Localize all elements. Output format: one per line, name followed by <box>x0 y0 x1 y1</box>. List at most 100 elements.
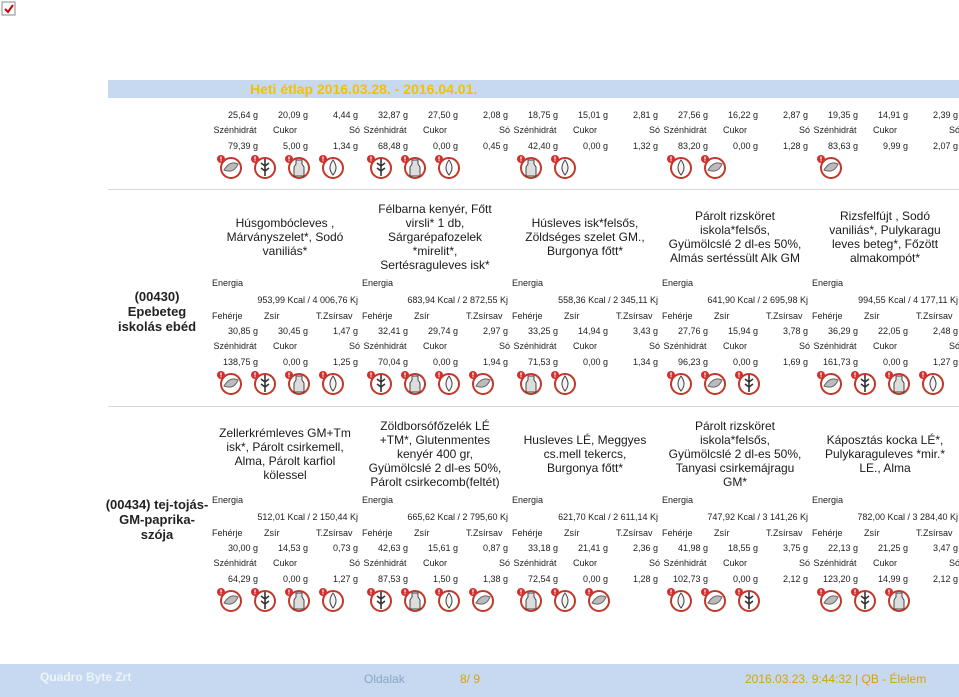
nutrient-value: 32,41 g <box>377 326 408 336</box>
nutrient-value: 1,69 g <box>782 357 808 367</box>
nutrient-label: Szénhidrát <box>363 341 407 351</box>
nutrient-value: 33,25 g <box>527 326 558 336</box>
nutrient-value: 19,35 g <box>827 110 858 120</box>
nutrient-value: 25,64 g <box>227 110 258 120</box>
allergen-icon <box>435 371 460 395</box>
menu-name: (00430) Epebeteg iskolás ebéd <box>117 289 197 334</box>
nutrient-label: Só <box>498 125 510 135</box>
nutrient-value: 2,36 g <box>632 543 658 553</box>
allergen-icon <box>435 155 460 179</box>
nutrient-value: 0,45 g <box>482 141 508 151</box>
nutrient-label: Energia <box>812 278 844 288</box>
nutrient-label: Só <box>798 125 810 135</box>
nutrient-value: 41,98 g <box>677 543 708 553</box>
allergen-icon <box>585 588 610 612</box>
nutrient-label: T.Zsírsav <box>616 311 653 321</box>
nutrient-value: 22,05 g <box>877 326 908 336</box>
nutrient-value: 14,53 g <box>277 543 308 553</box>
nutrient-value: 0,73 g <box>332 543 358 553</box>
energy-value: 953,99 Kcal / 4 006,76 Kj <box>257 295 358 305</box>
nutrient-label: Szénhidrát <box>663 125 707 135</box>
dish: Zöldborsófőzelék LÉ +TM*, Glutenmentes k… <box>368 419 502 489</box>
nutrient-value: 33,18 g <box>527 543 558 553</box>
nutrient-label: Só <box>498 341 510 351</box>
nutrient-label: Fehérje <box>512 528 543 538</box>
allergen-icon <box>319 371 344 395</box>
footer-timestamp: 2016.03.23. 9:44:32 | QB - Élelem <box>745 672 927 686</box>
nutrient-value: 27,50 g <box>427 110 458 120</box>
nutrient-label: Szénhidrát <box>663 558 707 568</box>
nutrient-value: 1,47 g <box>332 326 358 336</box>
allergen-icon <box>817 371 842 395</box>
nutrient-value: 0,87 g <box>482 543 508 553</box>
energy-value: 558,36 Kcal / 2 345,11 Kj <box>558 295 658 305</box>
allergen-icon <box>885 371 910 395</box>
nutrient-label: T.Zsírsav <box>766 311 803 321</box>
nutrient-label: Energia <box>812 495 844 505</box>
dish: Húsleves isk*felsős, Zöldséges szelet GM… <box>525 216 645 258</box>
nutrient-value: 42,40 g <box>527 141 558 151</box>
nutrient-label: Cukor <box>722 341 747 351</box>
allergen-icon <box>469 588 494 612</box>
energy-value: 782,00 Kcal / 3 284,40 Kj <box>857 512 958 522</box>
allergen-icon <box>401 155 426 179</box>
nutrient-label: Zsír <box>864 311 880 321</box>
nutrient-label: Só <box>348 125 360 135</box>
nutrient-label: Só <box>648 341 660 351</box>
nutrient-label: Cukor <box>872 341 897 351</box>
nutrient-value: 1,28 g <box>782 141 808 151</box>
nutrient-label: Só <box>648 125 660 135</box>
nutrient-value: 1,34 g <box>632 357 658 367</box>
nutrient-label: T.Zsírsav <box>466 311 503 321</box>
dish: Párolt rizsköret iskola*felsős, Gyümölcs… <box>668 209 802 265</box>
footer-bar <box>0 664 959 697</box>
nutrient-label: Só <box>948 341 959 351</box>
nutrient-label: T.Zsírsav <box>466 528 503 538</box>
nutrient-label: T.Zsírsav <box>616 528 653 538</box>
separator <box>108 406 959 407</box>
allergen-icon <box>517 371 542 395</box>
energy-value: 683,94 Kcal / 2 872,55 Kj <box>407 295 508 305</box>
dish: Zellerkrémleves GM+Tm isk*, Párolt csirk… <box>219 426 351 482</box>
nutrient-label: Fehérje <box>362 528 393 538</box>
nutrient-value: 14,99 g <box>877 574 908 584</box>
nutrient-label: Fehérje <box>212 311 243 321</box>
nutrient-value: 32,87 g <box>377 110 408 120</box>
allergen-icon <box>217 588 242 612</box>
nutrient-label: T.Zsírsav <box>316 528 353 538</box>
nutrient-label: Zsír <box>864 528 880 538</box>
allergen-icon <box>517 588 542 612</box>
nutrient-label: Cukor <box>422 341 447 351</box>
nutrient-value: 2,48 g <box>932 326 958 336</box>
nutrient-label: Szénhidrát <box>213 558 257 568</box>
footer-pages-label: Oldalak <box>364 672 405 686</box>
title: Heti étlap 2016.03.28. - 2016.04.01. <box>250 81 478 97</box>
nutrient-label: Szénhidrát <box>813 341 857 351</box>
nutrient-label: Energia <box>662 495 694 505</box>
allergen-icon <box>401 588 426 612</box>
menu-name: (00434) tej-tojás-GM-paprika-szója <box>105 497 209 542</box>
nutrient-value: 1,50 g <box>432 574 458 584</box>
nutrient-value: 2,39 g <box>932 110 958 120</box>
nutrient-label: Só <box>948 125 959 135</box>
allergen-icon <box>251 371 276 395</box>
allergen-icon <box>319 155 344 179</box>
nutrient-label: Zsír <box>414 528 430 538</box>
nutrient-value: 27,76 g <box>677 326 708 336</box>
nutrient-value: 83,20 g <box>677 141 708 151</box>
nutrient-label: T.Zsírsav <box>316 311 353 321</box>
separator <box>108 189 959 190</box>
nutrient-label: Só <box>648 558 660 568</box>
nutrient-value: 16,22 g <box>727 110 758 120</box>
allergen-icon <box>551 371 576 395</box>
nutrient-label: Fehérje <box>362 311 393 321</box>
nutrient-label: Szénhidrát <box>363 125 407 135</box>
nutrient-value: 79,39 g <box>227 141 258 151</box>
nutrient-value: 30,85 g <box>227 326 258 336</box>
nutrient-value: 2,07 g <box>932 141 958 151</box>
dish: Rizsfelfújt , Sodó vaniliás*, Pulykaragu… <box>829 209 941 265</box>
nutrient-value: 20,09 g <box>277 110 308 120</box>
nutrient-label: Só <box>498 558 510 568</box>
nutrient-value: 1,94 g <box>482 357 508 367</box>
nutrient-label: Só <box>348 558 360 568</box>
